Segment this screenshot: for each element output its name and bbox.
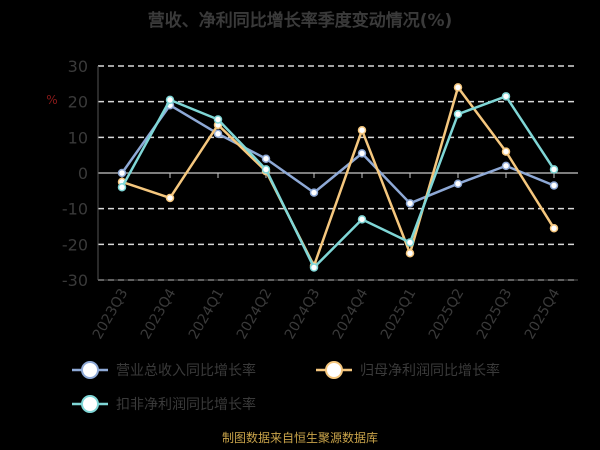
legend-label-1: 归母净利润同比增长率 (360, 362, 500, 379)
x-tick-label-2: 2024Q1 (186, 286, 228, 342)
series-1-point-9 (549, 224, 559, 233)
legend-item-0: 营业总收入同比增长率 (72, 361, 256, 379)
y-tick-label-2: 10 (68, 128, 88, 147)
legend-label-2: 扣非净利润同比增长率 (116, 396, 256, 413)
x-tick-label-8: 2025Q3 (474, 286, 516, 342)
x-tick-label-6: 2025Q1 (378, 286, 420, 342)
series-1-point-8 (501, 147, 511, 156)
legend-swatch-marker-0 (81, 361, 99, 379)
x-tick-label-1: 2023Q4 (138, 286, 180, 342)
series-2-point-4 (309, 263, 319, 272)
legend-item-2: 扣非净利润同比增长率 (72, 395, 256, 413)
series-2-point-1 (165, 95, 175, 105)
series-1-point-6 (405, 249, 415, 258)
series-2-point-5 (357, 215, 367, 224)
series-line-2 (120, 95, 556, 269)
series-0-point-6 (405, 199, 415, 208)
series-1-point-7 (453, 83, 463, 92)
series-0 (117, 100, 559, 208)
series-2-point-8 (501, 92, 511, 101)
series-0-point-3 (261, 154, 271, 163)
y-tick-label-3: 0 (78, 164, 88, 183)
x-tick-label-0: 2023Q3 (90, 286, 132, 342)
x-tick-label-4: 2024Q3 (282, 286, 324, 342)
x-tick-label-7: 2025Q2 (426, 286, 468, 342)
x-tick-label-5: 2024Q4 (330, 286, 372, 342)
series-1 (117, 83, 559, 270)
series-2-point-9 (549, 165, 559, 174)
series-2-point-2 (213, 115, 223, 124)
series-line-1 (121, 86, 556, 267)
y-tick-label-0: 30 (68, 57, 88, 76)
legend-swatch-marker-1 (325, 361, 343, 379)
y-tick-label-5: -20 (62, 235, 88, 254)
series-0-point-5 (357, 149, 367, 158)
series-0-point-4 (309, 188, 319, 197)
legend-swatch-marker-2 (81, 395, 99, 413)
y-tick-label-4: -10 (62, 200, 88, 219)
series-2 (117, 92, 559, 272)
series-0-point-9 (549, 181, 559, 190)
x-tick-label-3: 2024Q2 (234, 286, 276, 342)
series-0-point-7 (453, 179, 463, 188)
series-2-point-0 (117, 183, 127, 192)
series-2-point-3 (261, 165, 271, 174)
source-note: 制图数据来自恒生聚源数据库 (222, 430, 378, 445)
y-tick-label-1: 20 (68, 93, 88, 112)
series-1-point-5 (357, 125, 367, 135)
series-1-point-1 (165, 193, 175, 203)
series-0-point-0 (117, 168, 127, 178)
series-line-0 (120, 103, 555, 205)
series-lines (117, 83, 559, 272)
series-2-point-6 (405, 238, 415, 247)
series-0-point-2 (213, 129, 223, 139)
y-tick-label-6: -30 (62, 271, 88, 290)
series-2-point-7 (453, 109, 463, 119)
x-tick-label-9: 2025Q4 (522, 286, 564, 342)
series-0-point-8 (501, 161, 511, 171)
chart-title: 营收、净利同比增长率季度变动情况(%) (148, 10, 453, 31)
legend-label-0: 营业总收入同比增长率 (116, 362, 256, 379)
y-axis-unit: % (46, 93, 57, 107)
legend-item-1: 归母净利润同比增长率 (316, 361, 500, 379)
